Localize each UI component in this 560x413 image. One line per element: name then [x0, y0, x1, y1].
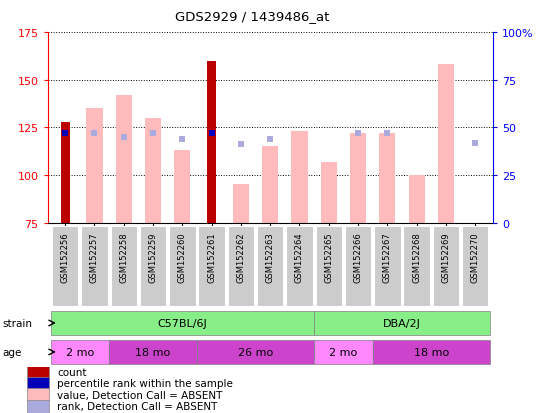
- Bar: [321, 162, 337, 223]
- FancyBboxPatch shape: [286, 227, 312, 306]
- Bar: [116, 96, 132, 223]
- Text: GSM152269: GSM152269: [441, 232, 450, 282]
- Text: GSM152268: GSM152268: [412, 232, 421, 282]
- Text: GSM152261: GSM152261: [207, 232, 216, 282]
- Text: GSM152263: GSM152263: [265, 232, 275, 282]
- FancyBboxPatch shape: [52, 227, 78, 306]
- Text: count: count: [57, 367, 86, 377]
- FancyBboxPatch shape: [314, 340, 373, 364]
- Text: GSM152257: GSM152257: [90, 232, 99, 282]
- Text: 18 mo: 18 mo: [136, 347, 171, 357]
- Text: GSM152270: GSM152270: [471, 232, 480, 282]
- FancyBboxPatch shape: [198, 227, 225, 306]
- Text: C57BL/6J: C57BL/6J: [157, 318, 207, 328]
- FancyBboxPatch shape: [169, 227, 195, 306]
- FancyBboxPatch shape: [197, 340, 314, 364]
- Text: DBA/2J: DBA/2J: [383, 318, 421, 328]
- FancyBboxPatch shape: [27, 400, 49, 413]
- Text: rank, Detection Call = ABSENT: rank, Detection Call = ABSENT: [57, 401, 217, 411]
- Text: GSM152266: GSM152266: [353, 232, 362, 282]
- Bar: [291, 132, 307, 223]
- FancyBboxPatch shape: [27, 366, 49, 378]
- FancyBboxPatch shape: [345, 227, 371, 306]
- FancyBboxPatch shape: [462, 227, 488, 306]
- Bar: [174, 151, 190, 223]
- FancyBboxPatch shape: [316, 227, 342, 306]
- Bar: [409, 176, 424, 223]
- Text: GSM152259: GSM152259: [148, 232, 157, 282]
- Bar: [60, 122, 69, 223]
- FancyBboxPatch shape: [314, 311, 490, 335]
- Bar: [350, 134, 366, 223]
- Text: percentile rank within the sample: percentile rank within the sample: [57, 378, 233, 389]
- Text: value, Detection Call = ABSENT: value, Detection Call = ABSENT: [57, 390, 222, 400]
- FancyBboxPatch shape: [140, 227, 166, 306]
- FancyBboxPatch shape: [433, 227, 459, 306]
- FancyBboxPatch shape: [50, 340, 109, 364]
- FancyBboxPatch shape: [374, 227, 400, 306]
- FancyBboxPatch shape: [27, 377, 49, 390]
- Text: GSM152264: GSM152264: [295, 232, 304, 282]
- Bar: [86, 109, 102, 223]
- FancyBboxPatch shape: [81, 227, 108, 306]
- Text: strain: strain: [3, 318, 33, 328]
- Bar: [438, 65, 454, 223]
- Text: GDS2929 / 1439486_at: GDS2929 / 1439486_at: [175, 10, 329, 23]
- Text: 26 mo: 26 mo: [238, 347, 273, 357]
- Bar: [207, 62, 216, 223]
- FancyBboxPatch shape: [50, 311, 314, 335]
- Text: GSM152260: GSM152260: [178, 232, 187, 282]
- Text: GSM152265: GSM152265: [324, 232, 333, 282]
- Bar: [233, 185, 249, 223]
- FancyBboxPatch shape: [110, 227, 137, 306]
- FancyBboxPatch shape: [373, 340, 490, 364]
- Text: GSM152267: GSM152267: [383, 232, 392, 282]
- Text: 2 mo: 2 mo: [66, 347, 94, 357]
- Bar: [262, 147, 278, 223]
- FancyBboxPatch shape: [257, 227, 283, 306]
- FancyBboxPatch shape: [27, 389, 49, 401]
- Text: GSM152258: GSM152258: [119, 232, 128, 282]
- FancyBboxPatch shape: [109, 340, 197, 364]
- Text: GSM152256: GSM152256: [60, 232, 69, 282]
- FancyBboxPatch shape: [403, 227, 430, 306]
- Text: 2 mo: 2 mo: [329, 347, 357, 357]
- FancyBboxPatch shape: [228, 227, 254, 306]
- Text: GSM152262: GSM152262: [236, 232, 245, 282]
- Text: 18 mo: 18 mo: [414, 347, 449, 357]
- Bar: [145, 119, 161, 223]
- Text: age: age: [3, 347, 22, 357]
- Bar: [379, 134, 395, 223]
